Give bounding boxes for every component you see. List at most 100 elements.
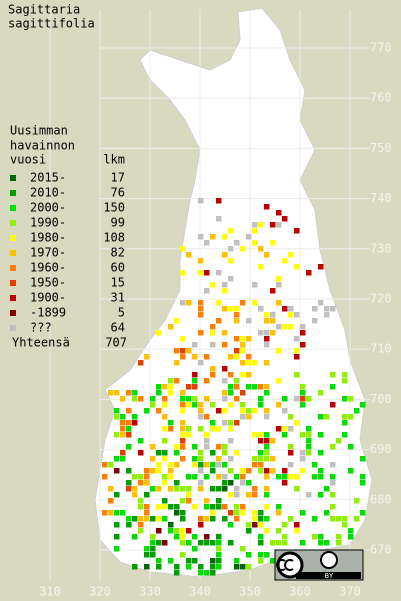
record-square — [198, 306, 204, 312]
record-square — [258, 456, 264, 462]
record-square — [228, 540, 234, 546]
record-square — [276, 510, 282, 516]
record-square — [228, 402, 234, 408]
record-square — [258, 522, 264, 528]
record-square — [258, 534, 264, 540]
record-square — [354, 408, 360, 414]
record-square — [222, 366, 228, 372]
record-square — [264, 336, 270, 342]
legend-swatch — [10, 250, 16, 256]
record-square — [210, 504, 216, 510]
record-square — [282, 324, 288, 330]
record-square — [204, 474, 210, 480]
record-square — [276, 504, 282, 510]
record-square — [174, 510, 180, 516]
record-group — [156, 222, 306, 540]
y-grid-label: 670 — [370, 543, 392, 557]
record-square — [210, 450, 216, 456]
record-square — [132, 564, 138, 570]
title-line: Sagittaria — [8, 3, 80, 17]
record-square — [126, 522, 132, 528]
record-square — [144, 504, 150, 510]
record-square — [270, 312, 276, 318]
record-square — [210, 426, 216, 432]
record-square — [198, 426, 204, 432]
record-square — [216, 552, 222, 558]
record-square — [210, 342, 216, 348]
record-square — [186, 384, 192, 390]
record-square — [204, 240, 210, 246]
record-square — [324, 486, 330, 492]
record-square — [222, 342, 228, 348]
record-square — [174, 348, 180, 354]
record-square — [276, 348, 282, 354]
record-square — [186, 564, 192, 570]
record-square — [324, 312, 330, 318]
x-grid-label: 310 — [39, 585, 61, 599]
record-square — [228, 354, 234, 360]
record-square — [282, 534, 288, 540]
record-square — [222, 306, 228, 312]
record-square — [246, 372, 252, 378]
record-square — [198, 570, 204, 576]
record-square — [180, 534, 186, 540]
legend-count: 99 — [111, 216, 125, 230]
record-square — [126, 516, 132, 522]
record-square — [282, 216, 288, 222]
record-square — [210, 558, 216, 564]
record-square — [318, 534, 324, 540]
record-square — [210, 402, 216, 408]
record-square — [264, 312, 270, 318]
record-group — [132, 198, 336, 534]
record-square — [300, 432, 306, 438]
record-square — [318, 264, 324, 270]
record-square — [294, 396, 300, 402]
record-square — [234, 378, 240, 384]
record-square — [180, 390, 186, 396]
legend-label: 1970- — [30, 246, 66, 260]
record-square — [294, 228, 300, 234]
record-square — [156, 330, 162, 336]
record-square — [318, 540, 324, 546]
record-square — [342, 378, 348, 384]
record-square — [120, 420, 126, 426]
record-square — [234, 312, 240, 318]
record-square — [228, 468, 234, 474]
record-square — [138, 498, 144, 504]
record-square — [330, 444, 336, 450]
record-group — [120, 348, 306, 516]
record-square — [138, 450, 144, 456]
record-square — [234, 318, 240, 324]
record-square — [276, 210, 282, 216]
record-square — [264, 408, 270, 414]
record-square — [222, 462, 228, 468]
record-square — [252, 282, 258, 288]
record-square — [258, 402, 264, 408]
record-square — [186, 396, 192, 402]
record-square — [318, 390, 324, 396]
record-square — [318, 432, 324, 438]
record-square — [312, 306, 318, 312]
record-square — [210, 462, 216, 468]
legend-swatch — [10, 190, 16, 196]
record-square — [300, 342, 306, 348]
record-square — [342, 414, 348, 420]
record-square — [318, 474, 324, 480]
record-square — [252, 228, 258, 234]
record-square — [270, 240, 276, 246]
y-grid-label: 740 — [370, 191, 392, 205]
record-square — [312, 474, 318, 480]
record-square — [222, 420, 228, 426]
record-square — [258, 384, 264, 390]
record-square — [288, 414, 294, 420]
record-square — [342, 516, 348, 522]
record-square — [180, 336, 186, 342]
record-square — [300, 390, 306, 396]
record-square — [180, 300, 186, 306]
record-square — [192, 474, 198, 480]
record-square — [228, 420, 234, 426]
record-square — [180, 540, 186, 546]
record-square — [264, 516, 270, 522]
record-square — [126, 480, 132, 486]
